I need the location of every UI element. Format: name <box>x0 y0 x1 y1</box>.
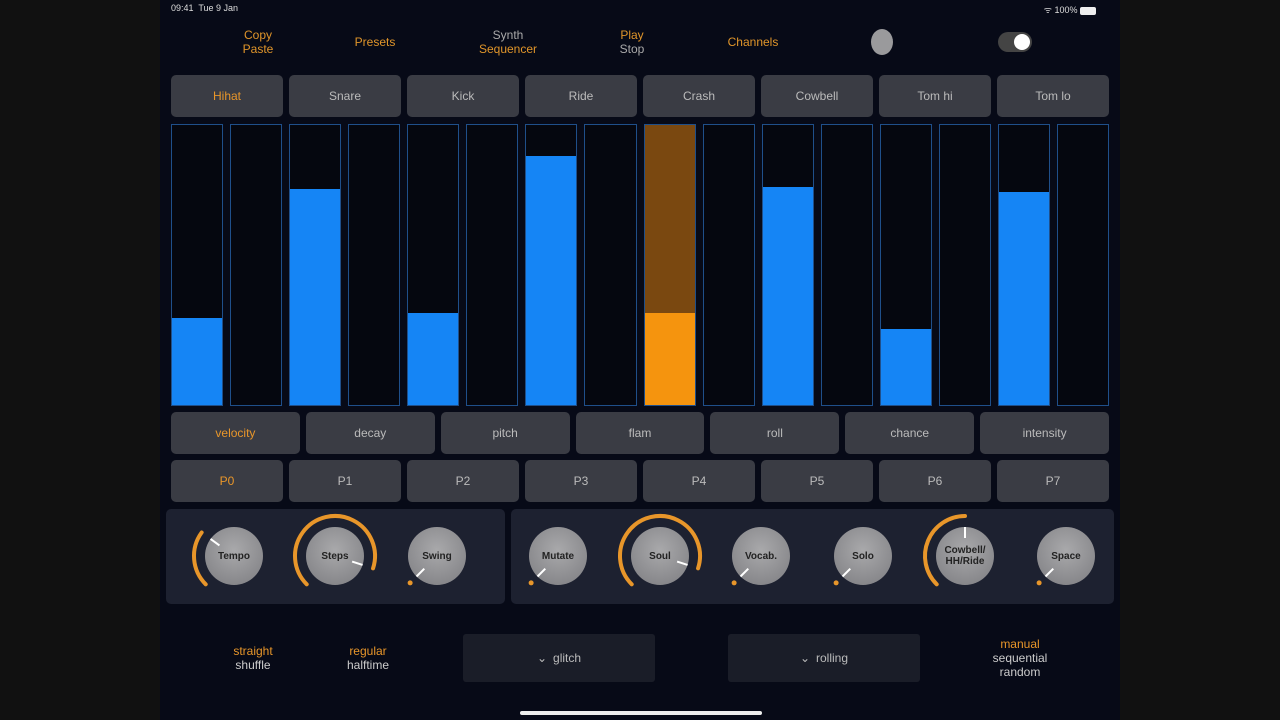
knob-swing[interactable]: Swing <box>407 527 466 586</box>
step-bar[interactable] <box>938 124 991 406</box>
param-tab-chance[interactable]: chance <box>845 412 975 454</box>
knob-vocab[interactable]: Vocab. <box>731 527 790 586</box>
knob-label: Swing <box>422 550 452 562</box>
knob-arc-icon <box>833 568 851 586</box>
step-bar-fill <box>880 329 931 405</box>
instrument-tab-tom-lo[interactable]: Tom lo <box>997 75 1109 117</box>
param-tab-roll[interactable]: roll <box>710 412 840 454</box>
instrument-tab-ride[interactable]: Ride <box>525 75 637 117</box>
instrument-tabs: Hihat Snare Kick Ride Crash Cowbell Tom hi Tom … <box>171 75 1109 117</box>
pattern-tabs: P0 P1 P2 P3 P4 P5 P6 P7 <box>171 460 1109 502</box>
knob-arc-icon <box>1036 568 1054 586</box>
knob-mutate[interactable]: Mutate <box>528 527 587 586</box>
step-bar[interactable] <box>171 124 224 406</box>
knob-solo[interactable]: Solo <box>833 527 892 586</box>
glitch-dropdown[interactable]: ⌄ glitch <box>463 634 655 682</box>
step-bar[interactable] <box>525 124 578 406</box>
instrument-tab-kick[interactable]: Kick <box>407 75 519 117</box>
knob-arc-icon <box>923 514 967 587</box>
instrument-tab-snare[interactable]: Snare <box>289 75 401 117</box>
param-tab-velocity[interactable]: velocity <box>171 412 300 454</box>
param-tabs: velocity decay pitch flam roll chance intensit… <box>171 412 1110 454</box>
step-bar[interactable] <box>643 124 696 406</box>
knob-steps[interactable]: Steps <box>293 514 377 587</box>
knob-arc-icon <box>407 568 425 586</box>
step-bar[interactable] <box>1056 124 1109 406</box>
step-bar-fill <box>644 312 695 405</box>
step-bar-fill <box>290 189 341 405</box>
dark-mode-toggle[interactable] <box>998 32 1032 52</box>
status-battery: ᯤ 100% <box>1044 3 1096 16</box>
step-bars[interactable] <box>171 124 1109 406</box>
synth-sequencer-toggle[interactable]: Synth Sequencer <box>478 28 538 56</box>
step-bar[interactable] <box>702 124 755 406</box>
step-bar[interactable] <box>879 124 932 406</box>
knob-label: Soul <box>649 550 671 562</box>
knob-cowbellhhride[interactable]: Cowbell/ HH/Ride <box>923 514 994 587</box>
pattern-tab-p2[interactable]: P2 <box>407 460 519 502</box>
step-bar[interactable] <box>348 124 401 406</box>
pattern-tab-p6[interactable]: P6 <box>879 460 991 502</box>
step-bar[interactable] <box>820 124 873 406</box>
home-indicator <box>520 711 762 715</box>
step-bar-fill <box>526 155 577 405</box>
pattern-tab-p4[interactable]: P4 <box>643 460 755 502</box>
knob-label: Solo <box>852 550 874 562</box>
step-bar[interactable] <box>997 124 1050 406</box>
presets-button[interactable]: Presets <box>354 35 396 49</box>
knob-arc-icon <box>618 514 702 587</box>
step-bar-fill <box>998 192 1049 405</box>
step-bar[interactable] <box>466 124 519 406</box>
pattern-tab-p5[interactable]: P5 <box>761 460 873 502</box>
instrument-tab-crash[interactable]: Crash <box>643 75 755 117</box>
knob-arc-icon <box>293 514 377 587</box>
param-tab-intensity[interactable]: intensity <box>980 412 1110 454</box>
knob-arc-icon <box>731 568 749 586</box>
knob-label: Steps <box>321 550 349 562</box>
copy-paste-button[interactable]: Copy Paste <box>242 28 274 56</box>
chevron-down-icon: ⌄ <box>536 651 548 665</box>
step-bar[interactable] <box>230 124 283 406</box>
master-volume-knob[interactable] <box>871 29 893 55</box>
step-bar[interactable] <box>584 124 637 406</box>
rolling-dropdown[interactable]: ⌄ rolling <box>728 634 920 682</box>
knob-label: Cowbell/ HH/Ride <box>944 545 986 567</box>
knob-label: Tempo <box>217 550 251 562</box>
knob-panel-right <box>511 509 1114 604</box>
play-stop-button[interactable]: Play Stop <box>619 28 645 56</box>
param-tab-pitch[interactable]: pitch <box>440 412 570 454</box>
step-bar-fill <box>762 186 813 405</box>
knob-label: Space <box>1051 550 1081 562</box>
knob-space[interactable]: Space <box>1036 527 1095 586</box>
chevron-down-icon: ⌄ <box>799 651 811 665</box>
pattern-tab-p1[interactable]: P1 <box>289 460 401 502</box>
moon-icon <box>1014 34 1030 50</box>
step-bar[interactable] <box>407 124 460 406</box>
pattern-tab-p3[interactable]: P3 <box>525 460 637 502</box>
knob-arc-icon <box>528 568 546 586</box>
instrument-tab-tom-hi[interactable]: Tom hi <box>879 75 991 117</box>
channels-button[interactable]: Channels <box>727 35 779 49</box>
instrument-tab-hihat[interactable]: Hihat <box>171 75 283 117</box>
step-bar[interactable] <box>761 124 814 406</box>
knob-arc-icon <box>192 530 221 587</box>
knob-label: Vocab. <box>744 550 778 562</box>
knob-tempo[interactable]: Tempo <box>192 527 263 587</box>
app: 09:41 Tue 9 Jan ᯤ 100% Copy Paste Presets… <box>160 0 1120 720</box>
knob-label: Mutate <box>541 550 575 562</box>
pattern-tab-p7[interactable]: P7 <box>997 460 1109 502</box>
straight-shuffle-toggle[interactable]: straight shuffle <box>233 644 273 672</box>
pattern-tab-p0[interactable]: P0 <box>171 460 283 502</box>
status-time: 09:41 Tue 9 Jan <box>171 3 239 13</box>
order-mode-toggle[interactable]: manual sequential random <box>992 637 1048 679</box>
step-bar-fill <box>172 318 223 405</box>
param-tab-decay[interactable]: decay <box>305 412 435 454</box>
knob-soul[interactable]: Soul <box>618 514 702 587</box>
step-bar-fill <box>408 312 459 405</box>
instrument-tab-cowbell[interactable]: Cowbell <box>761 75 873 117</box>
regular-halftime-toggle[interactable]: regular halftime <box>346 644 390 672</box>
param-tab-flam[interactable]: flam <box>575 412 705 454</box>
step-bar[interactable] <box>289 124 342 406</box>
